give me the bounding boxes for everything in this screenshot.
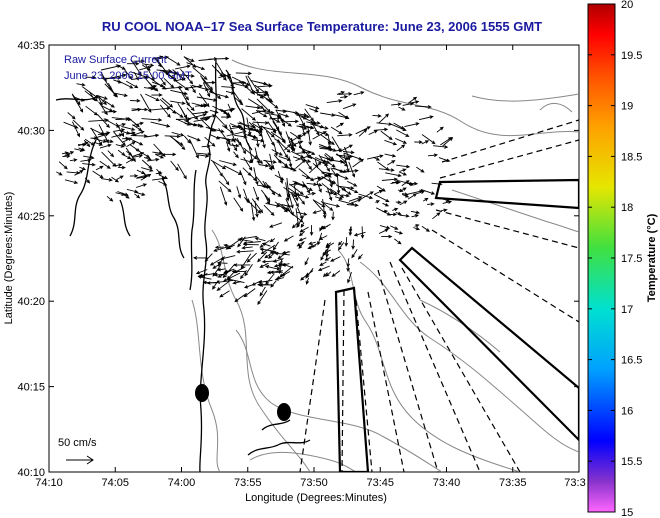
colorbar-tick-label: 16.5 [621,355,642,367]
scale-label: 50 cm/s [58,437,97,449]
x-tick-label: 74:00 [168,477,196,489]
x-tick-label: 73:50 [300,477,328,489]
exclusion-zone-east [434,178,579,210]
colorbar-tick-label: 15.5 [621,456,642,468]
colorbar [587,3,616,513]
colorbar-tick-label: 18.5 [621,151,642,163]
colorbar-tick-label: 17.5 [621,253,642,265]
x-tick-label: 73:3 [564,477,585,489]
x-tick-label: 73:55 [234,477,262,489]
colorbar-tick-label: 16 [621,405,633,417]
x-tick-label: 74:10 [35,477,63,489]
colorbar-tick-label: 20 [621,0,633,11]
survey-dashed-lines [299,119,579,472]
y-tick-label: 40:15 [17,382,45,394]
colorbar-label: Temperature (°C) [646,213,658,302]
colorbar-tick-label: 18 [621,202,633,214]
y-tick-label: 40:35 [17,40,45,52]
surface-current-vectors [56,55,454,306]
colorbar-tick-label: 17 [621,304,633,316]
x-tick-labels: 74:10 74:05 74:00 73:55 73:50 73:45 73:40 73:35… [35,477,585,489]
x-tick-label: 73:45 [366,477,394,489]
y-tick-label: 40:10 [17,467,45,479]
data-blob-east [277,403,291,421]
y-axis-label: Latitude (Degrees:Minutes) [3,192,15,325]
annotation-line-1: Raw Surface Current [64,54,167,66]
colorbar-tick-label: 19 [621,101,633,113]
map-title: RU COOL NOAA–17 Sea Surface Temperature:… [102,19,542,34]
scale-arrow-icon [66,455,94,465]
y-tick-label: 40:20 [17,296,45,308]
exclusion-zone-southeast [398,246,579,442]
x-tick-label: 73:40 [433,477,461,489]
x-tick-label: 73:35 [499,477,527,489]
y-tick-label: 40:30 [17,125,45,137]
colorbar-ticks: 20 19.5 19 18.5 18 17.5 17 16.5 16 15.5 15 [588,0,642,518]
y-tick-label: 40:25 [17,211,45,223]
axis-ticks [48,44,580,473]
map-plot-area [48,44,580,473]
x-tick-label: 74:05 [101,477,129,489]
exclusion-zones [334,178,579,472]
annotation-line-2: June 23, 2006 15:00 GMT [64,70,192,82]
exclusion-zone-south [334,286,370,472]
y-tick-labels: 40:35 40:30 40:25 40:20 40:15 40:10 [17,40,45,479]
data-blob-west [195,384,209,402]
colorbar-tick-label: 15 [621,507,633,518]
colorbar-tick-label: 19.5 [621,50,642,62]
x-axis-label: Longitude (Degrees:Minutes) [245,492,387,504]
